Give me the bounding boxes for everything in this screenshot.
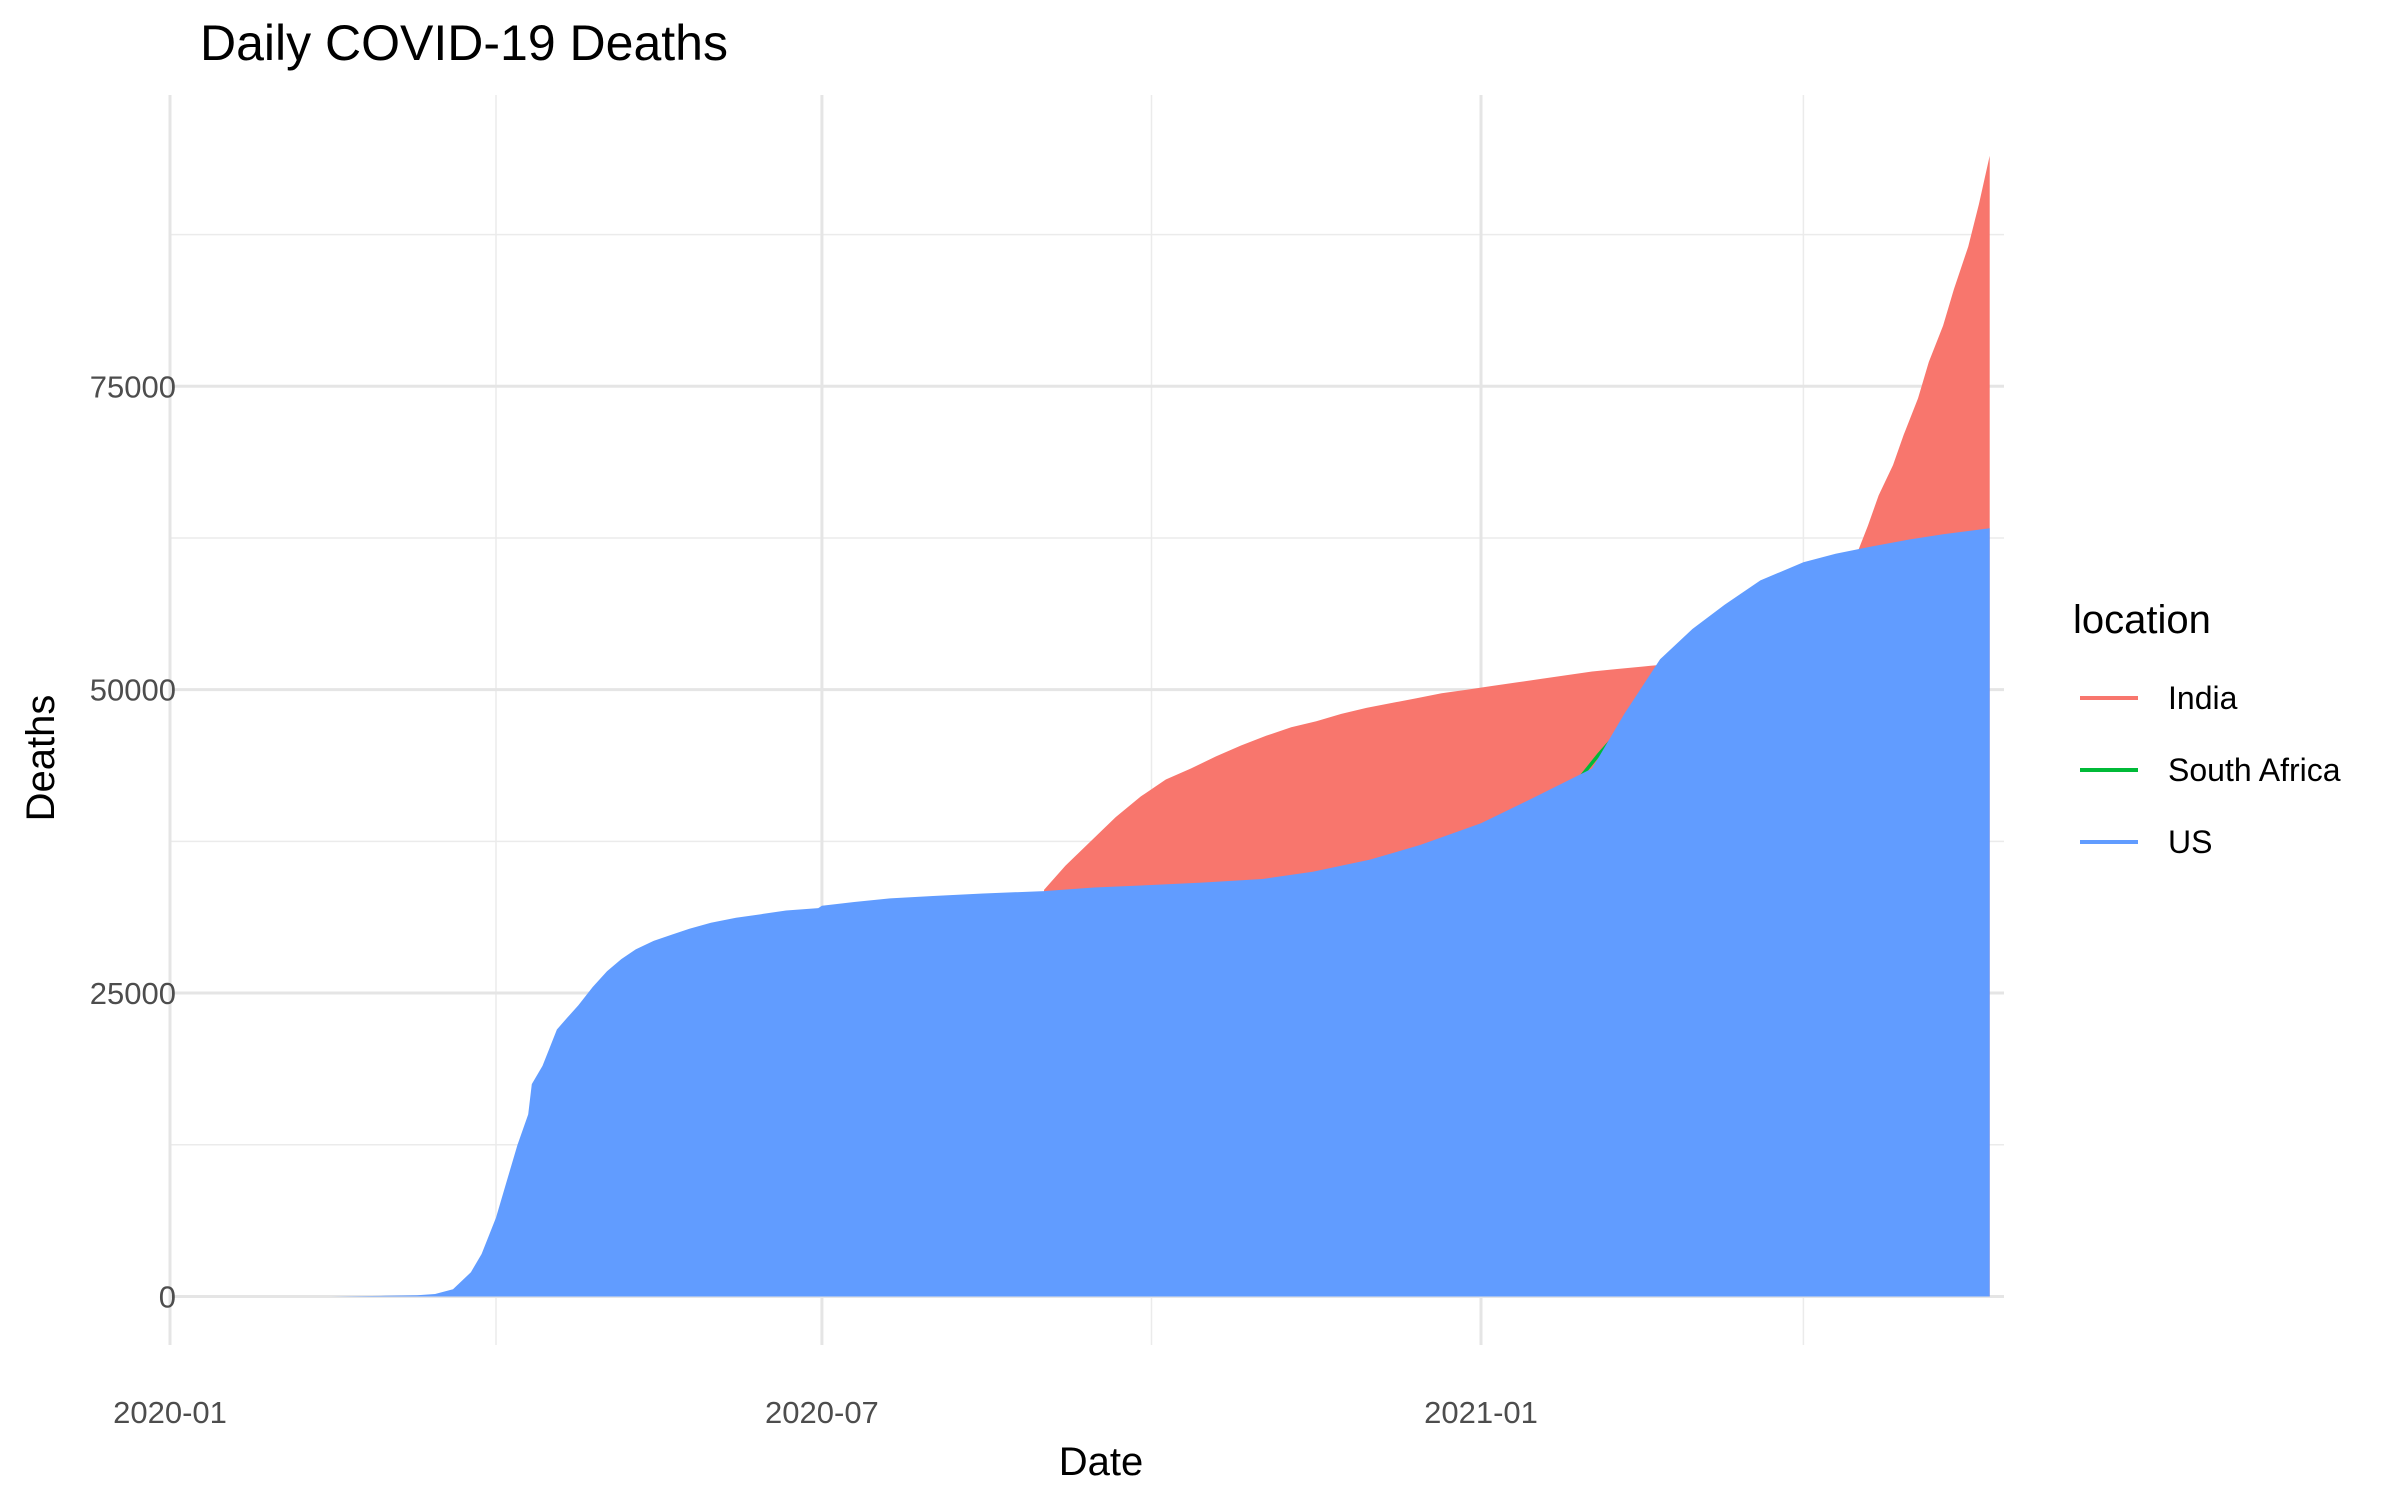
y-tick-label: 0 (159, 1279, 176, 1314)
legend-item: South Africa (2080, 752, 2341, 788)
legend-item: US (2080, 824, 2212, 860)
plot-area (245, 155, 1990, 1297)
x-tick-label: 2020-07 (765, 1395, 879, 1430)
y-tick-label: 50000 (90, 673, 176, 708)
x-tick-label: 2021-01 (1424, 1395, 1538, 1430)
legend: location India South Africa US (2073, 598, 2341, 860)
y-axis-ticks: 0 25000 50000 75000 (90, 369, 176, 1314)
legend-label: US (2168, 824, 2212, 860)
legend-item: India (2080, 680, 2238, 716)
x-tick-label: 2020-01 (113, 1395, 227, 1430)
legend-label: India (2168, 680, 2238, 716)
legend-items: India South Africa US (2080, 680, 2341, 860)
y-tick-label: 25000 (90, 976, 176, 1011)
y-tick-label: 75000 (90, 369, 176, 404)
chart-title: Daily COVID-19 Deaths (200, 15, 728, 71)
series-area-us (245, 528, 1990, 1297)
legend-label: South Africa (2168, 752, 2341, 788)
y-axis-title: Deaths (19, 695, 63, 822)
x-axis-title: Date (1059, 1440, 1144, 1484)
x-axis-ticks: 2020-01 2020-07 2021-01 (113, 1395, 1538, 1430)
legend-title: location (2073, 598, 2211, 642)
